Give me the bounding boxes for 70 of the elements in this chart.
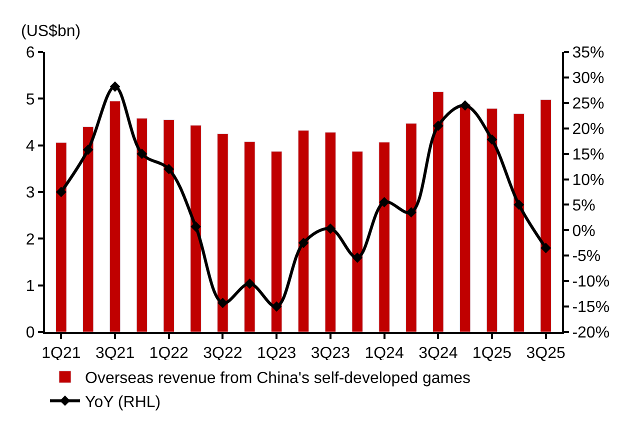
y2-tick-label: -5% xyxy=(572,248,601,266)
legend-label: Overseas revenue from China's self-developed games xyxy=(85,370,470,388)
point xyxy=(379,196,390,208)
bar xyxy=(378,142,390,332)
bar xyxy=(298,130,310,332)
point xyxy=(56,186,66,198)
bar xyxy=(406,123,417,332)
x-tick-label: 1Q23 xyxy=(257,345,296,362)
y-tick-label: 4 xyxy=(26,138,35,155)
point xyxy=(164,164,174,174)
y-tick-label: 6 xyxy=(26,44,35,62)
bar xyxy=(109,100,121,332)
point xyxy=(110,81,120,92)
point xyxy=(82,144,94,155)
x-tick-label: 3Q22 xyxy=(203,345,242,362)
y2-tick-label: 25% xyxy=(572,96,604,113)
bar xyxy=(190,125,202,332)
y-tick-label: 1 xyxy=(26,278,35,295)
bar xyxy=(324,132,336,332)
point xyxy=(540,242,552,254)
x-tick-label: 1Q25 xyxy=(472,345,512,362)
bar xyxy=(136,118,148,332)
bar xyxy=(270,151,282,332)
point xyxy=(352,252,363,263)
y2-tick-label: 35% xyxy=(572,44,604,62)
x-tick-label: 1Q24 xyxy=(364,345,404,362)
y-tick-label: 0 xyxy=(26,324,35,342)
point xyxy=(244,278,255,289)
point xyxy=(298,238,309,248)
y2-tick-label: 10% xyxy=(572,172,604,189)
y2-tick-label: 20% xyxy=(572,120,604,138)
legend-label: YoY (RHL) xyxy=(85,394,161,411)
x-tick-label: 1Q22 xyxy=(149,345,189,362)
point xyxy=(325,223,336,234)
x-tick-label: 3Q21 xyxy=(95,345,135,362)
point xyxy=(271,301,282,312)
point xyxy=(406,207,416,218)
y2-tick-label: 5% xyxy=(572,197,596,214)
point xyxy=(190,221,201,232)
x-tick-label: 3Q23 xyxy=(310,345,350,362)
y-tick-label: 5 xyxy=(26,91,35,108)
y-tick-label: 2 xyxy=(26,231,35,248)
y2-tick-label: -15% xyxy=(572,299,610,316)
bar xyxy=(244,141,256,332)
point xyxy=(218,298,228,308)
y2-tick-label: 30% xyxy=(572,70,604,88)
point xyxy=(514,200,524,210)
point xyxy=(432,120,444,132)
bar xyxy=(163,119,174,332)
y2-tick-label: -20% xyxy=(572,324,610,342)
point xyxy=(460,100,470,111)
bar xyxy=(513,113,525,332)
y2-tick-label: -10% xyxy=(572,274,610,291)
bar xyxy=(56,142,67,332)
bar xyxy=(432,91,444,332)
x-tick-label: 1Q21 xyxy=(42,345,81,362)
y2-tick-label: 15% xyxy=(572,146,604,164)
bar xyxy=(217,133,228,332)
bar xyxy=(540,99,552,332)
bar xyxy=(459,104,471,332)
text: (US$bn) xyxy=(21,23,81,40)
point xyxy=(486,134,498,145)
x-tick-label: 3Q24 xyxy=(418,345,458,362)
bar xyxy=(82,126,94,332)
point xyxy=(136,148,148,160)
y-tick-label: 3 xyxy=(26,184,35,202)
x-tick-label: 3Q25 xyxy=(526,345,566,362)
bar xyxy=(486,108,498,332)
bar xyxy=(352,151,363,332)
y2-tick-label: 0% xyxy=(572,222,596,240)
